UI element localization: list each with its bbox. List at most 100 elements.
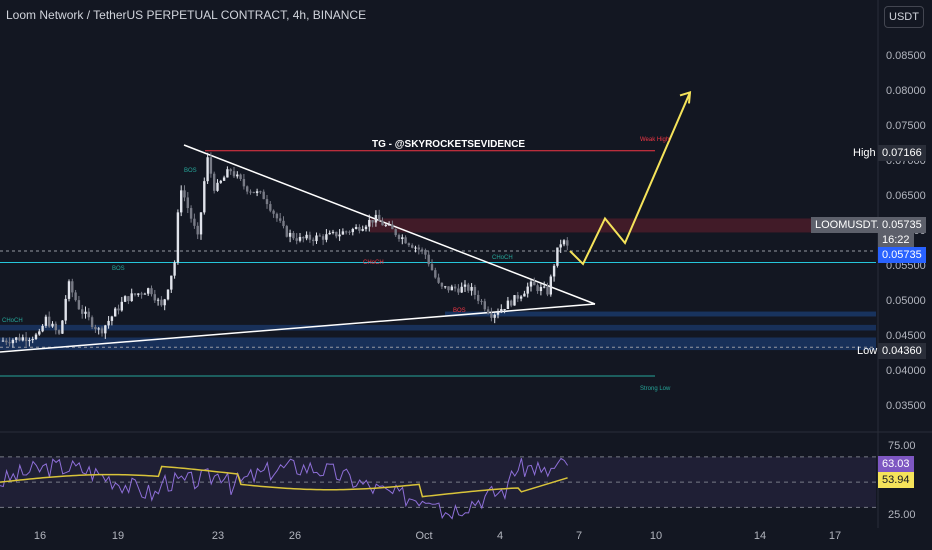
candle-body xyxy=(463,284,467,287)
candle-body xyxy=(351,228,354,233)
choch-label-3: CHoCH xyxy=(2,318,23,324)
forecast-arrowhead xyxy=(679,91,692,104)
bos-label-2: BOS xyxy=(112,266,125,272)
candle-body xyxy=(275,213,279,219)
candle-body xyxy=(265,199,269,205)
candle-body xyxy=(239,174,242,180)
candle-body xyxy=(269,204,272,211)
candle-body xyxy=(180,190,183,213)
candle-body xyxy=(473,286,477,295)
candle-body xyxy=(371,220,374,223)
time-tick: 23 xyxy=(211,530,225,542)
time-tick: 26 xyxy=(288,530,302,542)
high-name-label: High xyxy=(853,147,876,159)
candle-body xyxy=(18,337,21,341)
candle-body xyxy=(61,320,64,334)
candle-body xyxy=(401,237,404,239)
candle-body xyxy=(130,293,133,302)
candle-body xyxy=(493,314,496,318)
candle-body xyxy=(48,316,51,327)
candle-body xyxy=(516,295,519,299)
candle-body xyxy=(160,299,163,306)
candle-body xyxy=(483,301,486,310)
candle-body xyxy=(305,234,308,239)
candle-body xyxy=(186,197,189,209)
candle-body xyxy=(100,328,104,334)
candle-body xyxy=(117,308,120,311)
candle-body xyxy=(430,264,434,271)
candle-body xyxy=(90,317,94,328)
supply-zone xyxy=(370,218,876,233)
candle-body xyxy=(467,284,470,291)
candle-body xyxy=(34,334,38,340)
candle-body xyxy=(427,254,430,265)
candle-body xyxy=(397,235,401,239)
candle-body xyxy=(321,236,325,240)
candle-body xyxy=(140,293,143,295)
candle-body xyxy=(500,309,503,313)
candle-body xyxy=(549,276,552,295)
rsi-ma-line xyxy=(0,465,568,498)
candle-body xyxy=(295,238,298,241)
rsi-value-badge: 63.03 xyxy=(878,456,914,472)
candle-body xyxy=(384,224,387,226)
price-tick: 0.05000 xyxy=(886,295,926,308)
candle-body xyxy=(407,243,411,246)
candle-body xyxy=(41,325,44,332)
price-tick: 0.04500 xyxy=(886,330,926,343)
candle-body xyxy=(546,286,549,295)
candle-body xyxy=(523,293,526,297)
candle-body xyxy=(5,340,8,343)
candle-body xyxy=(74,292,77,301)
candle-body xyxy=(539,287,543,292)
candle-body xyxy=(51,323,54,327)
candle-body xyxy=(364,226,368,230)
candle-body xyxy=(219,180,222,183)
time-tick: 10 xyxy=(649,530,663,542)
candle-body xyxy=(298,237,302,241)
candle-body xyxy=(1,340,5,342)
candle-body xyxy=(566,240,569,246)
choch-label-2: CHoCH xyxy=(492,255,513,261)
candle-body xyxy=(437,277,440,283)
candle-body xyxy=(216,182,219,191)
candle-body xyxy=(417,247,420,250)
candle-body xyxy=(480,300,483,302)
tg-label: TG - @SKYROCKETSEVIDENCE xyxy=(372,139,526,150)
candle-body xyxy=(533,281,536,286)
candle-body xyxy=(420,249,424,251)
currency-button[interactable]: USDT xyxy=(884,6,924,28)
candle-body xyxy=(272,210,275,214)
candle-body xyxy=(519,296,523,299)
bos-label-3: BOS xyxy=(453,308,466,314)
candle-body xyxy=(255,191,259,193)
candle-body xyxy=(312,239,315,242)
candle-body xyxy=(348,231,351,233)
zones-layer xyxy=(0,218,876,351)
candle-body xyxy=(203,181,206,213)
candle-body xyxy=(556,247,559,266)
rsi-tick-25: 25.00 xyxy=(888,509,916,521)
candle-body xyxy=(246,186,249,192)
price-tick: 0.04000 xyxy=(886,365,926,378)
candle-body xyxy=(209,157,213,174)
candle-body xyxy=(434,270,437,278)
strong-low-label: Strong Low xyxy=(640,386,671,392)
candle-body xyxy=(288,232,292,237)
candle-body xyxy=(302,237,305,239)
forecast-layer xyxy=(569,91,692,266)
candle-body xyxy=(387,224,391,226)
candle-body xyxy=(562,240,566,245)
candle-body xyxy=(183,190,186,198)
choch-label-1: CHoCH xyxy=(363,260,384,266)
candle-body xyxy=(335,231,338,237)
candle-body xyxy=(189,208,193,219)
low-name-label: Low xyxy=(857,345,878,357)
candle-body xyxy=(229,169,232,172)
price-tick: 0.05500 xyxy=(886,260,926,273)
candle-body xyxy=(331,231,335,233)
candle-body xyxy=(292,232,295,239)
candle-body xyxy=(552,265,556,277)
candle-body xyxy=(338,234,341,237)
